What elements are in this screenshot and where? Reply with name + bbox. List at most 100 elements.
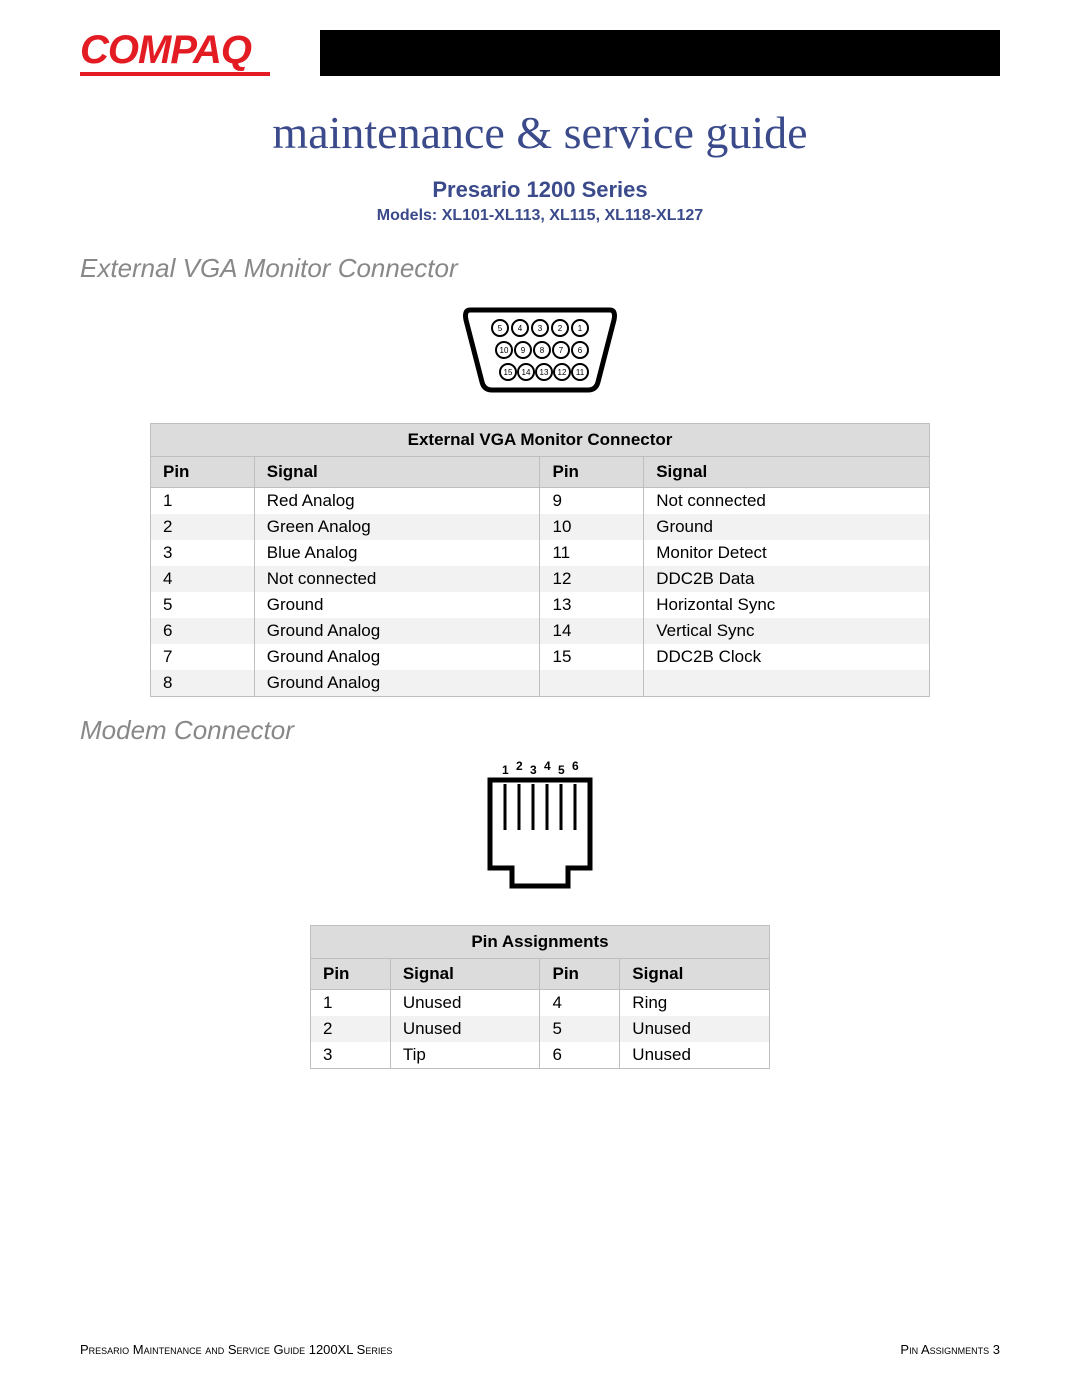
table-row: 6 Ground Analog 14 Vertical Sync bbox=[151, 618, 930, 644]
cell: 4 bbox=[540, 990, 620, 1017]
modem-connector-diagram: 1 2 3 4 5 6 bbox=[80, 760, 1000, 905]
vga-table-title: External VGA Monitor Connector bbox=[151, 424, 930, 457]
table-row: 3 Tip 6 Unused bbox=[311, 1042, 770, 1069]
svg-text:5: 5 bbox=[558, 763, 565, 777]
modem-col-signal-b: Signal bbox=[620, 959, 770, 990]
table-row: 4 Not connected 12 DDC2B Data bbox=[151, 566, 930, 592]
cell: Unused bbox=[620, 1042, 770, 1069]
cell: Ground bbox=[254, 592, 540, 618]
svg-text:10: 10 bbox=[500, 346, 509, 355]
vga-col-signal-b: Signal bbox=[644, 457, 930, 488]
compaq-logo: COMPAQ bbox=[80, 30, 320, 76]
cell: 7 bbox=[151, 644, 255, 670]
svg-text:6: 6 bbox=[578, 346, 583, 355]
svg-text:3: 3 bbox=[538, 324, 543, 333]
cell: DDC2B Data bbox=[644, 566, 930, 592]
cell: Horizontal Sync bbox=[644, 592, 930, 618]
table-row: 7 Ground Analog 15 DDC2B Clock bbox=[151, 644, 930, 670]
svg-text:4: 4 bbox=[518, 324, 523, 333]
svg-text:2: 2 bbox=[558, 324, 563, 333]
cell: 4 bbox=[151, 566, 255, 592]
cell: 2 bbox=[151, 514, 255, 540]
svg-text:12: 12 bbox=[558, 368, 567, 377]
vga-col-signal-a: Signal bbox=[254, 457, 540, 488]
cell: Not connected bbox=[254, 566, 540, 592]
cell: 12 bbox=[540, 566, 644, 592]
svg-text:15: 15 bbox=[504, 368, 513, 377]
table-row: 5 Ground 13 Horizontal Sync bbox=[151, 592, 930, 618]
modem-section-heading: Modem Connector bbox=[80, 715, 1000, 746]
cell: DDC2B Clock bbox=[644, 644, 930, 670]
vga-connector-diagram: 5 4 3 2 1 10 9 8 7 6 15 14 13 12 11 bbox=[80, 298, 1000, 403]
cell: 1 bbox=[151, 488, 255, 515]
cell: 1 bbox=[311, 990, 391, 1017]
cell: Unused bbox=[390, 990, 540, 1017]
cell: 9 bbox=[540, 488, 644, 515]
svg-text:11: 11 bbox=[576, 368, 585, 377]
vga-connector-icon: 5 4 3 2 1 10 9 8 7 6 15 14 13 12 11 bbox=[460, 298, 620, 398]
svg-text:4: 4 bbox=[544, 760, 551, 773]
svg-text:2: 2 bbox=[516, 760, 523, 773]
table-row: 3 Blue Analog 11 Monitor Detect bbox=[151, 540, 930, 566]
vga-pin-table: External VGA Monitor Connector Pin Signa… bbox=[150, 423, 930, 697]
footer-right: Pin Assignments 3 bbox=[900, 1342, 1000, 1357]
table-row: 2 Unused 5 Unused bbox=[311, 1016, 770, 1042]
header-row: COMPAQ bbox=[80, 30, 1000, 76]
cell: 6 bbox=[540, 1042, 620, 1069]
cell: Ground Analog bbox=[254, 618, 540, 644]
svg-text:1: 1 bbox=[502, 763, 509, 777]
cell: 11 bbox=[540, 540, 644, 566]
modem-col-pin-b: Pin bbox=[540, 959, 620, 990]
svg-text:6: 6 bbox=[572, 760, 579, 773]
compaq-logo-underline bbox=[80, 72, 270, 76]
cell: 15 bbox=[540, 644, 644, 670]
modem-connector-icon: 1 2 3 4 5 6 bbox=[470, 760, 610, 900]
series-title: Presario 1200 Series bbox=[80, 177, 1000, 203]
cell: 10 bbox=[540, 514, 644, 540]
svg-text:8: 8 bbox=[540, 346, 545, 355]
header-black-bar bbox=[320, 30, 1000, 76]
vga-col-pin-b: Pin bbox=[540, 457, 644, 488]
cell: Vertical Sync bbox=[644, 618, 930, 644]
page: COMPAQ maintenance & service guide Presa… bbox=[0, 0, 1080, 1397]
cell: Ground Analog bbox=[254, 670, 540, 697]
svg-text:9: 9 bbox=[521, 346, 526, 355]
models-line: Models: XL101-XL113, XL115, XL118-XL127 bbox=[80, 207, 1000, 225]
cell: 8 bbox=[151, 670, 255, 697]
svg-text:13: 13 bbox=[540, 368, 549, 377]
cell: 14 bbox=[540, 618, 644, 644]
table-row: 1 Unused 4 Ring bbox=[311, 990, 770, 1017]
modem-col-pin-a: Pin bbox=[311, 959, 391, 990]
compaq-logo-text: COMPAQ bbox=[80, 30, 320, 70]
cell: Unused bbox=[620, 1016, 770, 1042]
cell: 3 bbox=[311, 1042, 391, 1069]
cell: 6 bbox=[151, 618, 255, 644]
cell: Ground Analog bbox=[254, 644, 540, 670]
page-title: maintenance & service guide bbox=[80, 106, 1000, 159]
table-row: 1 Red Analog 9 Not connected bbox=[151, 488, 930, 515]
cell bbox=[644, 670, 930, 697]
vga-col-pin-a: Pin bbox=[151, 457, 255, 488]
modem-table-title: Pin Assignments bbox=[311, 926, 770, 959]
svg-text:14: 14 bbox=[522, 368, 531, 377]
modem-col-signal-a: Signal bbox=[390, 959, 540, 990]
cell: Tip bbox=[390, 1042, 540, 1069]
svg-text:5: 5 bbox=[498, 324, 503, 333]
cell: 13 bbox=[540, 592, 644, 618]
page-footer: Presario Maintenance and Service Guide 1… bbox=[80, 1342, 1000, 1357]
cell: 5 bbox=[540, 1016, 620, 1042]
footer-left: Presario Maintenance and Service Guide 1… bbox=[80, 1342, 392, 1357]
table-row: 8 Ground Analog bbox=[151, 670, 930, 697]
cell: 3 bbox=[151, 540, 255, 566]
svg-text:3: 3 bbox=[530, 763, 537, 777]
cell bbox=[540, 670, 644, 697]
svg-text:7: 7 bbox=[559, 346, 564, 355]
cell: Red Analog bbox=[254, 488, 540, 515]
modem-pin-table: Pin Assignments Pin Signal Pin Signal 1 … bbox=[310, 925, 770, 1069]
cell: Ground bbox=[644, 514, 930, 540]
cell: 2 bbox=[311, 1016, 391, 1042]
table-row: 2 Green Analog 10 Ground bbox=[151, 514, 930, 540]
svg-text:1: 1 bbox=[578, 324, 583, 333]
cell: Monitor Detect bbox=[644, 540, 930, 566]
cell: Green Analog bbox=[254, 514, 540, 540]
